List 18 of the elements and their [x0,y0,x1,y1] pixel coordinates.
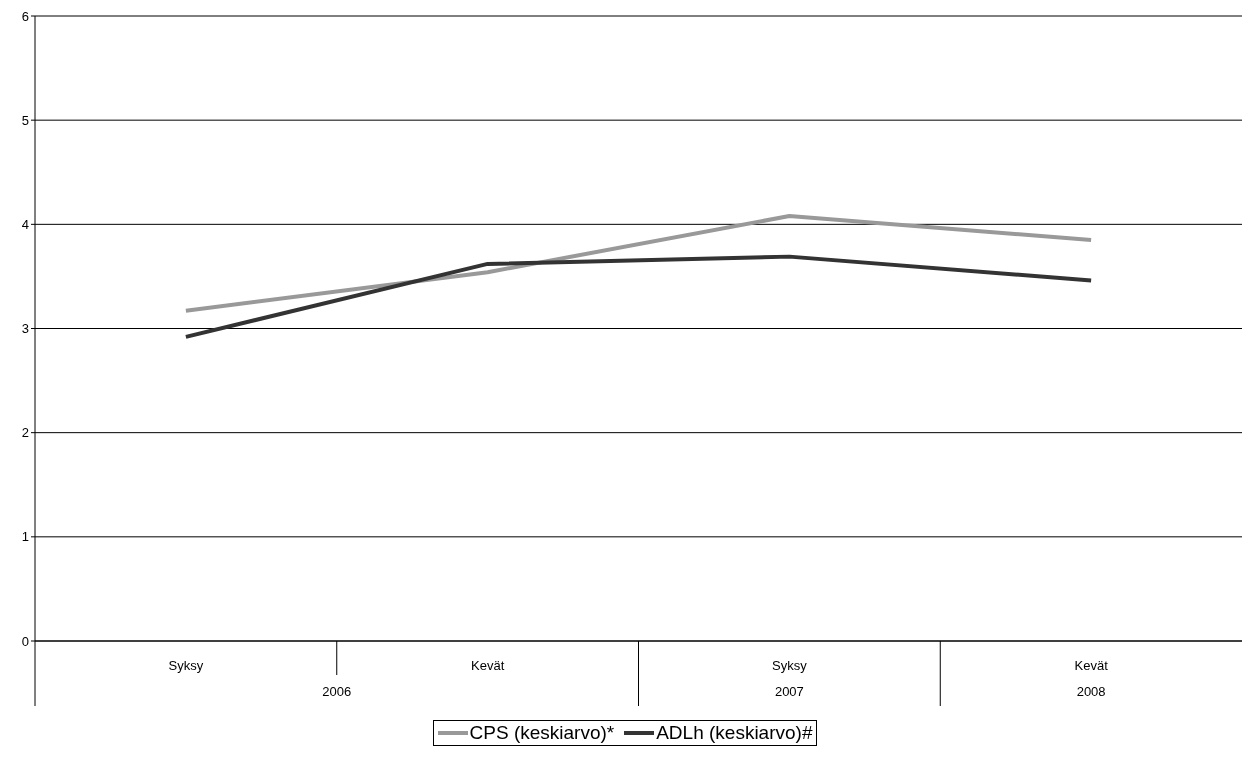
text: 2008 [1076,684,1106,699]
y-tick-label: 5 [21,112,29,128]
y-tick-label: 1 [21,529,29,545]
legend-label: CPS (keskiarvo)* [468,722,615,744]
text: 2006 [322,684,352,699]
text: 2007 [774,684,804,699]
x-tick-label: Syksy [168,658,204,674]
legend-label: ADLh (keskiarvo)# [655,722,813,744]
x-tick-label: Kevät [471,658,505,674]
line-series [183,254,1094,339]
y-tick-label: 4 [21,216,29,232]
x-tick-label: Kevät [1074,658,1109,674]
y-tick-label: 6 [21,8,29,24]
y-tick-label: 3 [21,321,29,337]
y-tick-label: 2 [21,425,29,441]
y-tick-label: 0 [21,633,29,649]
x-tick-label: Syksy [772,658,808,674]
line-series [183,214,1094,313]
